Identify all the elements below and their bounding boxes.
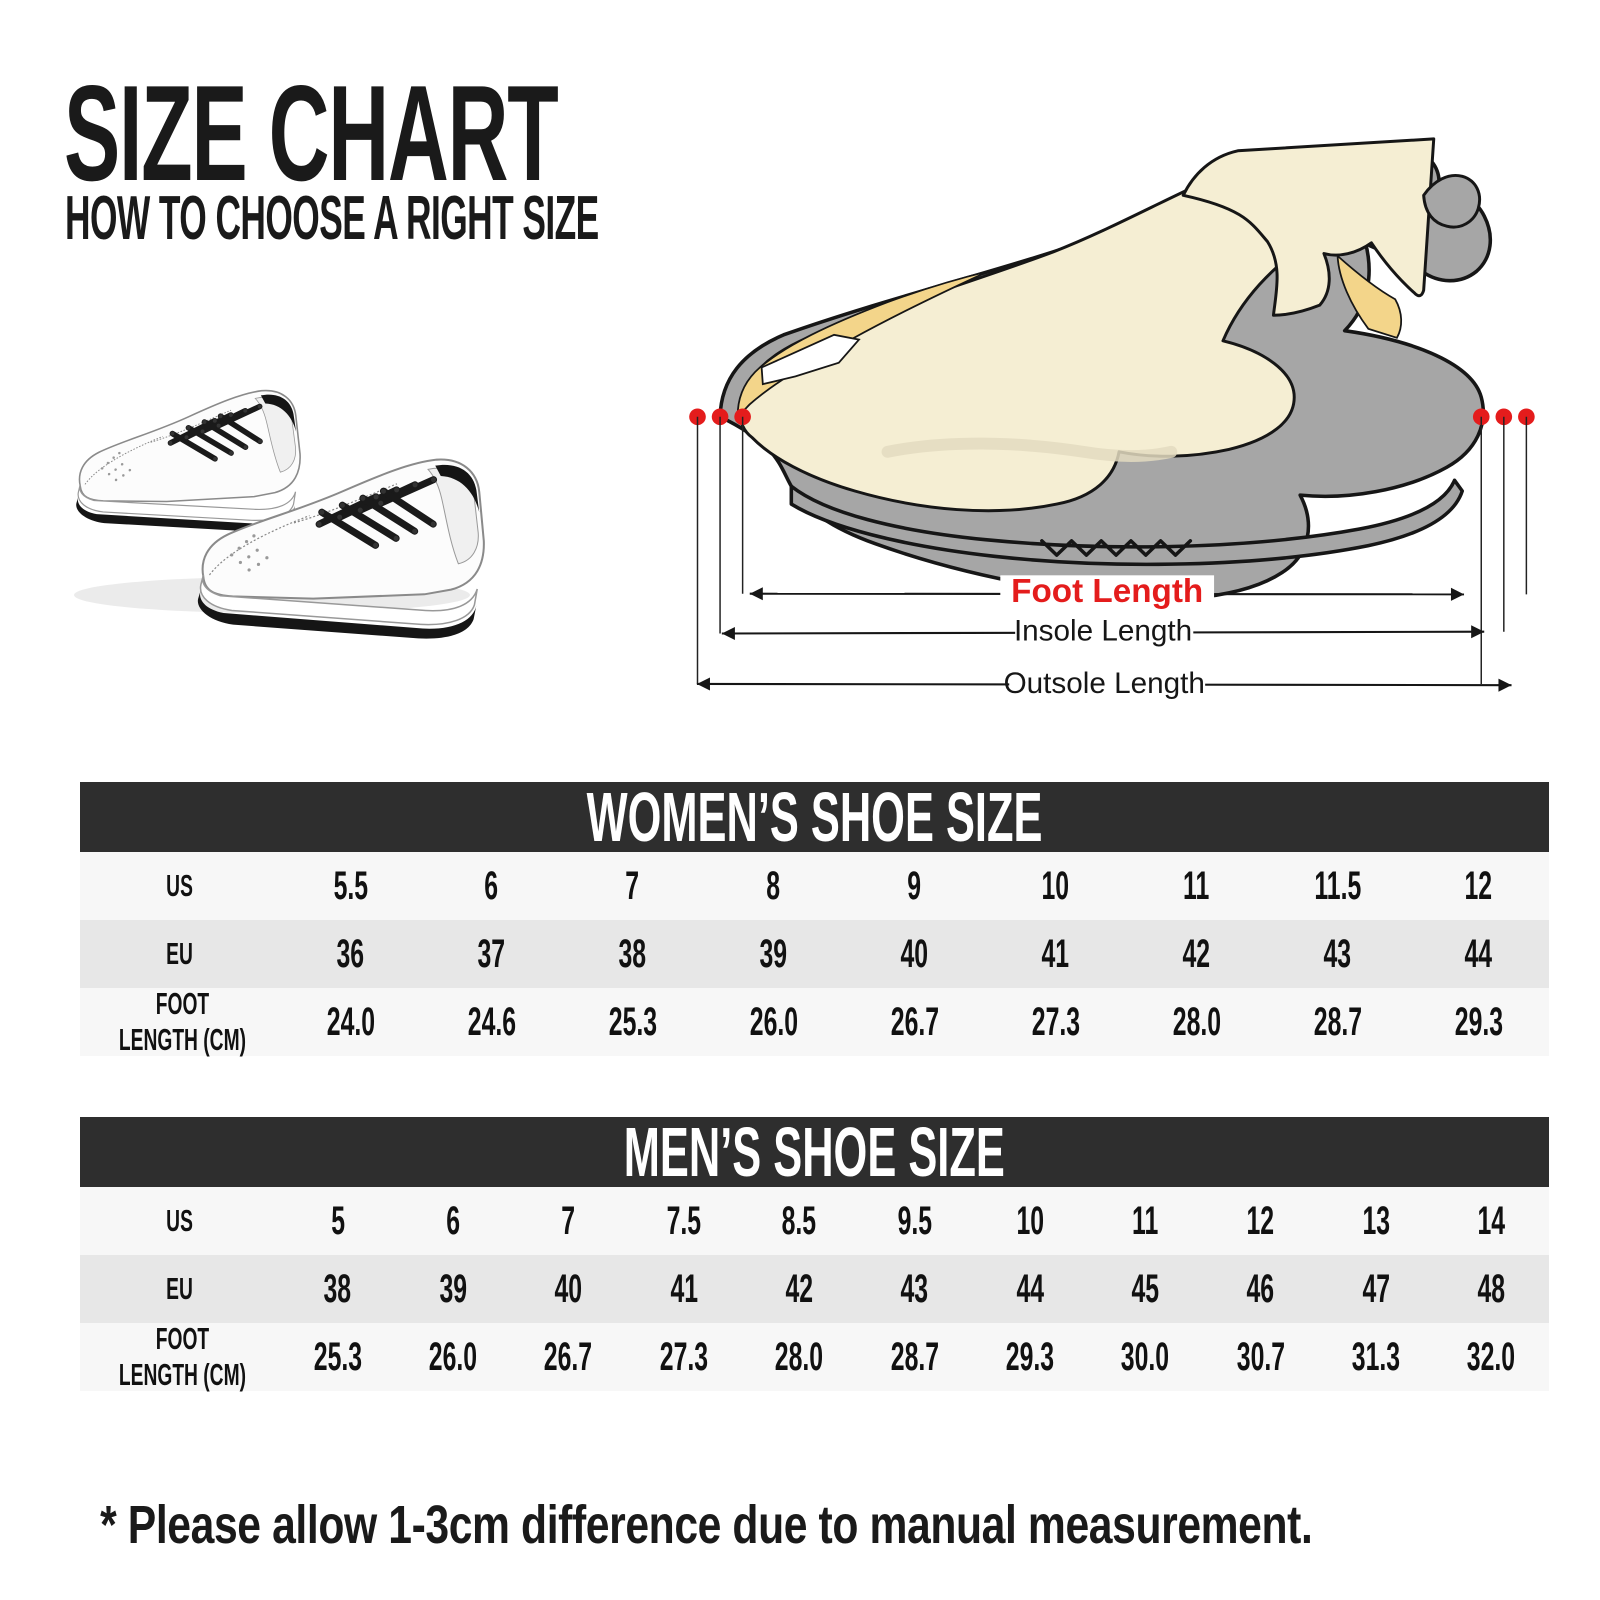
svg-text:Foot Length: Foot Length [1011,573,1203,610]
svg-text:Outsole Length: Outsole Length [1004,667,1205,700]
svg-text:Insole Length: Insole Length [1014,615,1192,648]
